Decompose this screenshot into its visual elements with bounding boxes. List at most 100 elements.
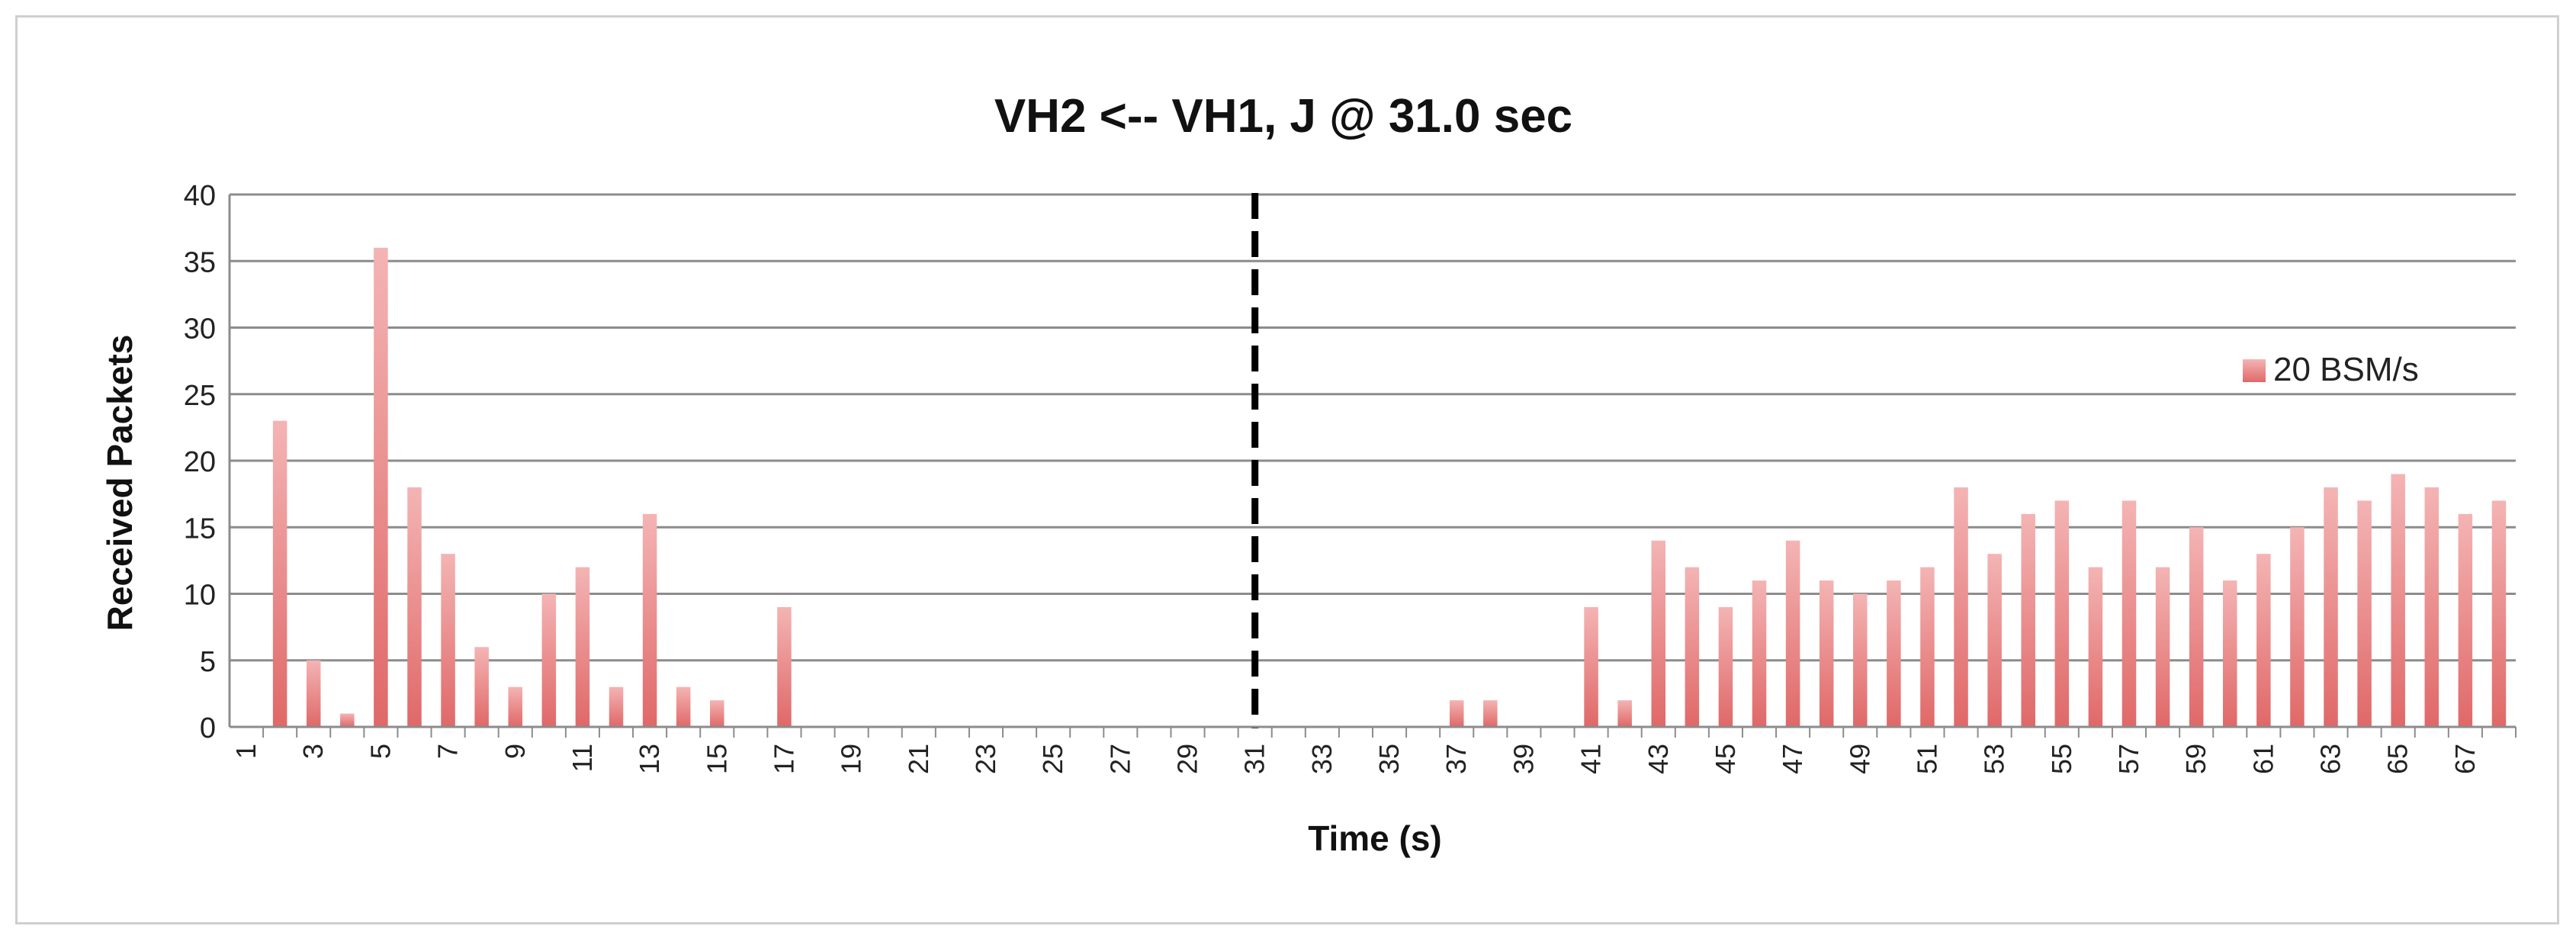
bar bbox=[2491, 500, 2507, 727]
bar bbox=[2424, 487, 2439, 727]
y-tick-label: 30 bbox=[184, 313, 216, 346]
bar bbox=[642, 513, 657, 727]
bar bbox=[1584, 606, 1598, 727]
y-tick-label: 20 bbox=[184, 446, 216, 478]
x-tick-label: 43 bbox=[1643, 744, 1674, 774]
bar bbox=[1651, 540, 1666, 727]
bar bbox=[2122, 500, 2137, 727]
bar bbox=[441, 554, 455, 727]
x-tick-label: 19 bbox=[836, 744, 867, 774]
legend-label: 20 BSM/s bbox=[2273, 351, 2419, 388]
x-tick-label: 63 bbox=[2315, 744, 2346, 774]
x-tick-label: 49 bbox=[1844, 744, 1875, 774]
bar bbox=[2054, 500, 2070, 727]
x-tick-label: 67 bbox=[2449, 744, 2481, 774]
bar bbox=[2088, 567, 2103, 727]
bar bbox=[2458, 513, 2473, 727]
bar bbox=[2155, 567, 2170, 727]
bar bbox=[777, 606, 792, 727]
x-tick-label: 5 bbox=[365, 744, 396, 759]
bar bbox=[1483, 700, 1498, 727]
x-tick-label: 1 bbox=[230, 744, 262, 759]
x-tick-label: 29 bbox=[1172, 744, 1203, 774]
bar bbox=[1853, 593, 1868, 727]
bar bbox=[2391, 474, 2405, 727]
bars bbox=[272, 247, 2507, 727]
x-tick-label: 59 bbox=[2180, 744, 2211, 774]
y-tick-label: 10 bbox=[184, 580, 216, 612]
y-tick-label: 15 bbox=[184, 513, 216, 545]
x-tick-label: 11 bbox=[567, 744, 598, 772]
bar bbox=[575, 567, 590, 727]
bar bbox=[1954, 487, 1968, 727]
bar bbox=[1819, 580, 1834, 727]
bar bbox=[474, 647, 489, 727]
bar bbox=[2189, 527, 2204, 727]
bar bbox=[2256, 554, 2271, 727]
bar bbox=[374, 247, 388, 727]
bar bbox=[340, 713, 355, 727]
x-tick-label: 9 bbox=[499, 744, 531, 759]
bar bbox=[541, 593, 557, 727]
x-tick-label: 17 bbox=[768, 744, 799, 774]
x-tick-label: 21 bbox=[903, 744, 934, 774]
x-tick-label: 51 bbox=[1911, 744, 1942, 774]
legend-swatch bbox=[2243, 359, 2266, 382]
bar bbox=[1920, 567, 1935, 727]
bar bbox=[1685, 567, 1700, 727]
x-tick-label: 57 bbox=[2113, 744, 2144, 774]
bar-chart: VH2 <-- VH1, J @ 31.0 sec 05101520253035… bbox=[100, 90, 2517, 858]
bar bbox=[508, 686, 523, 727]
y-axis-ticks: 0 5 10 15 20 25 30 35 40 bbox=[184, 180, 216, 744]
x-tick-label: 61 bbox=[2247, 744, 2279, 774]
x-tick-label: 7 bbox=[432, 744, 464, 759]
bar bbox=[2290, 527, 2305, 727]
x-tick-label: 23 bbox=[970, 744, 1001, 774]
chart-title: VH2 <-- VH1, J @ 31.0 sec bbox=[994, 90, 1572, 143]
bar bbox=[676, 686, 691, 727]
x-tick-label: 39 bbox=[1508, 744, 1539, 774]
bar bbox=[1449, 700, 1464, 727]
y-tick-label: 25 bbox=[184, 380, 216, 412]
bar bbox=[2357, 500, 2372, 727]
y-axis-title: Received Packets bbox=[100, 335, 140, 632]
x-tick-label: 25 bbox=[1037, 744, 1068, 774]
bar bbox=[1752, 580, 1767, 727]
legend: 20 BSM/s bbox=[2243, 351, 2419, 388]
y-tick-label: 40 bbox=[184, 180, 216, 212]
x-tick-label: 45 bbox=[1710, 744, 1741, 774]
x-tick-label: 37 bbox=[1441, 744, 1472, 774]
bar bbox=[1617, 700, 1632, 727]
x-tick-label: 27 bbox=[1104, 744, 1135, 774]
bar bbox=[1887, 580, 1901, 727]
bar bbox=[306, 660, 321, 727]
y-tick-label: 5 bbox=[200, 646, 216, 678]
bar bbox=[2021, 513, 2035, 727]
y-tick-label: 35 bbox=[184, 246, 216, 278]
x-tick-label: 53 bbox=[1979, 744, 2010, 774]
bar bbox=[710, 700, 724, 727]
bar bbox=[609, 686, 624, 727]
bar bbox=[1718, 606, 1733, 727]
x-tick-label: 47 bbox=[1777, 744, 1808, 774]
x-tick-label: 41 bbox=[1575, 744, 1607, 774]
gridlines bbox=[228, 193, 2516, 728]
x-tick-label: 13 bbox=[634, 744, 665, 774]
x-tick-label: 31 bbox=[1239, 744, 1270, 774]
x-tick-label: 15 bbox=[701, 744, 732, 774]
x-axis-title: Time (s) bbox=[1308, 818, 1442, 858]
x-tick-label: 65 bbox=[2382, 744, 2414, 774]
bar bbox=[272, 420, 287, 727]
x-tick-label: 35 bbox=[1373, 744, 1405, 774]
bar bbox=[2222, 580, 2237, 727]
bar bbox=[407, 487, 422, 727]
x-tick-label: 55 bbox=[2046, 744, 2077, 774]
bar bbox=[1785, 540, 1800, 727]
x-tick-label: 33 bbox=[1306, 744, 1338, 774]
x-axis-ticks: 1 3 5 7 9 11 13 15 17 19 21 23 25 27 29 31 33 35 37 39 41 43 4… bbox=[230, 725, 2517, 774]
x-tick-label: 3 bbox=[297, 744, 329, 759]
y-tick-label: 0 bbox=[200, 712, 216, 744]
chart-frame: VH2 <-- VH1, J @ 31.0 sec 0 5 10 15 20 25 30 35… bbox=[15, 15, 2559, 924]
bar bbox=[1987, 554, 2002, 727]
bar bbox=[2324, 487, 2338, 727]
